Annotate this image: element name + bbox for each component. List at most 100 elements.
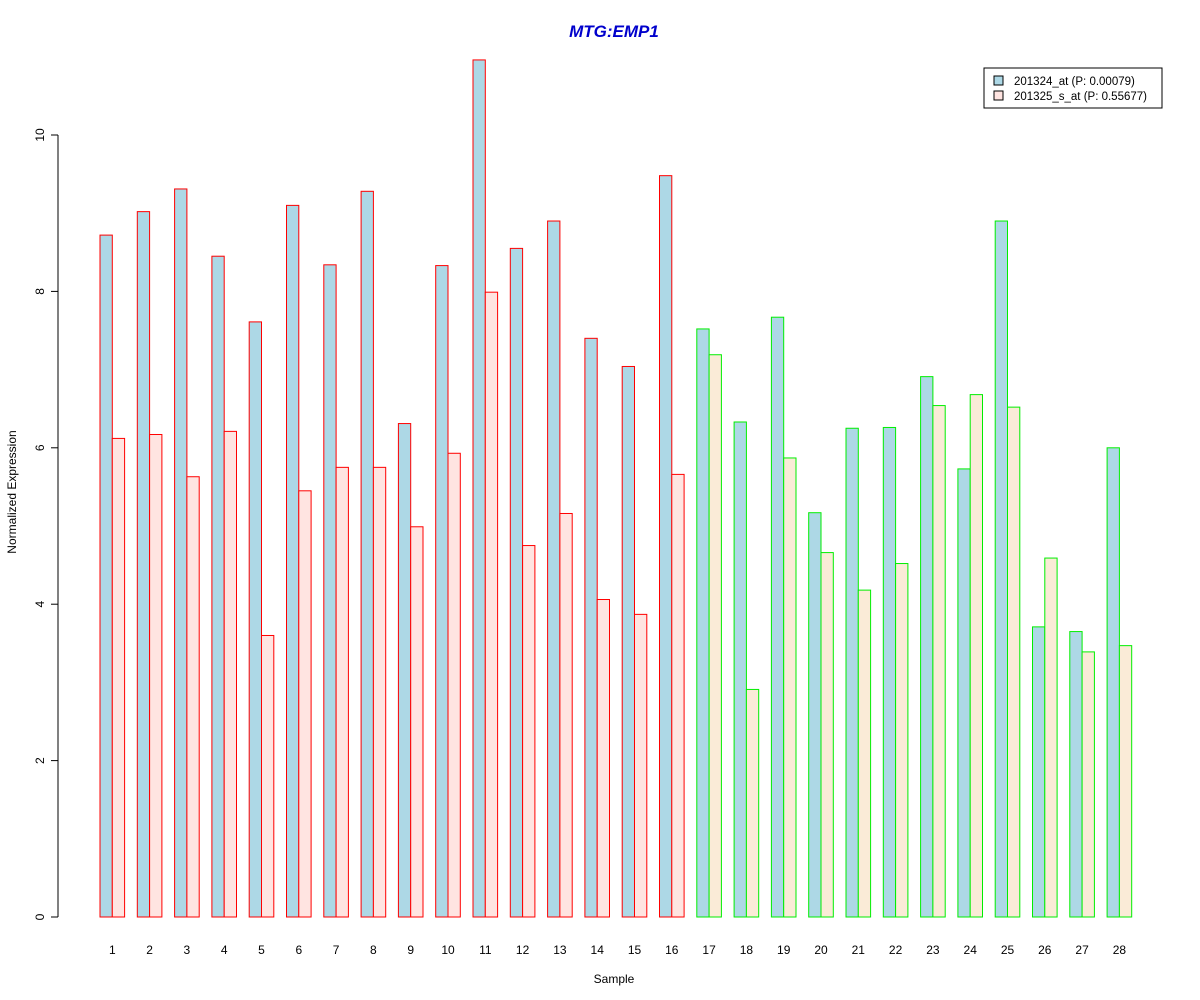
x-tick-label: 17 [702, 943, 716, 957]
y-tick-label: 10 [33, 128, 47, 142]
bar-201324-sample-20 [808, 512, 822, 918]
bar-201325-sample-21 [857, 589, 872, 918]
x-axis-label: Sample [594, 972, 635, 986]
bar-201325-sample-11 [484, 291, 499, 918]
bar-201324-sample-7 [323, 264, 337, 918]
bar-201325-sample-20 [820, 552, 834, 918]
x-tick-label: 16 [665, 943, 679, 957]
bar-201325-sample-22 [895, 563, 909, 918]
bar-201324-sample-8 [360, 190, 374, 918]
x-tick-label: 14 [591, 943, 605, 957]
bar-201325-sample-15 [634, 613, 648, 918]
x-tick-label: 19 [777, 943, 791, 957]
bar-201324-sample-28 [1106, 447, 1120, 918]
bar-201324-sample-6 [286, 204, 300, 918]
x-axis-labels: 1 2 3 4 5 6 7 8 9 10 11 12 13 14 15 16 17 18 19 20 21 22 23 24 2… [109, 943, 1126, 957]
legend-label-201325: 201325_s_at (P: 0.55677) [1014, 91, 1147, 103]
bar-201325-sample-14 [596, 599, 611, 918]
bar-201325-sample-1 [111, 437, 126, 918]
bar-201325-sample-6 [298, 490, 312, 918]
bar-201324-sample-15 [621, 365, 636, 918]
y-tick-label: 6 [33, 444, 47, 451]
x-tick-label: 13 [553, 943, 567, 957]
x-tick-label: 27 [1075, 943, 1089, 957]
legend-swatch-201324 [993, 75, 1004, 86]
x-tick-label: 21 [852, 943, 866, 957]
bar-201325-sample-23 [932, 405, 946, 918]
bar-201324-sample-10 [435, 265, 449, 918]
y-tick-label: 2 [33, 757, 47, 764]
bar-201325-sample-17 [708, 354, 722, 918]
x-tick-label: 28 [1113, 943, 1127, 957]
bar-201324-sample-3 [174, 188, 188, 918]
bar-201325-sample-10 [447, 452, 461, 918]
bar-201325-sample-26 [1044, 557, 1058, 918]
bar-201324-sample-5 [248, 321, 262, 918]
bar-201325-sample-18 [745, 688, 760, 918]
bar-201324-sample-27 [1069, 631, 1083, 918]
x-tick-label: 5 [258, 943, 265, 957]
bar-201325-sample-4 [223, 430, 237, 918]
y-axis-label: Normalized Expression [5, 430, 19, 553]
legend-box [983, 67, 1163, 109]
bar-201324-sample-12 [509, 247, 524, 918]
bar-201325-sample-27 [1081, 651, 1095, 918]
bar-201325-sample-7 [335, 466, 349, 918]
y-tick-label: 4 [33, 601, 47, 608]
bar-201324-sample-9 [397, 423, 412, 918]
bar-201324-sample-26 [1032, 626, 1046, 918]
bar-201325-sample-2 [149, 434, 163, 918]
bar-201325-sample-25 [1007, 406, 1021, 918]
chart-title: MTG:EMP1 [569, 22, 659, 41]
bar-201325-sample-19 [783, 457, 797, 918]
x-tick-label: 25 [1001, 943, 1015, 957]
x-tick-label: 2 [146, 943, 153, 957]
bar-201324-sample-22 [882, 426, 897, 918]
bar-201325-sample-12 [522, 545, 536, 918]
bars-group [99, 59, 1133, 918]
bar-201324-sample-25 [994, 220, 1009, 918]
bar-201324-sample-11 [472, 59, 486, 918]
bar-201324-sample-21 [845, 427, 859, 918]
x-tick-label: 24 [964, 943, 978, 957]
bar-201324-sample-23 [920, 376, 934, 918]
x-tick-label: 4 [221, 943, 228, 957]
x-tick-label: 7 [333, 943, 340, 957]
x-tick-label: 3 [184, 943, 191, 957]
x-tick-label: 18 [740, 943, 754, 957]
bar-201324-sample-1 [99, 234, 113, 918]
x-tick-label: 8 [370, 943, 377, 957]
bar-201324-sample-4 [211, 255, 225, 918]
bar-201324-sample-13 [547, 220, 561, 918]
x-tick-label: 11 [479, 943, 492, 957]
y-axis: 0 2 4 6 8 10 [33, 128, 59, 920]
y-tick-label: 8 [33, 288, 47, 295]
x-tick-label: 26 [1038, 943, 1052, 957]
legend: 201324_at (P: 0.00079) 201325_s_at (P: 0… [983, 67, 1163, 109]
bar-201325-sample-16 [671, 473, 685, 918]
x-tick-label: 10 [441, 943, 455, 957]
x-tick-label: 12 [516, 943, 530, 957]
bar-201324-sample-19 [770, 316, 785, 918]
bar-201324-sample-18 [733, 421, 747, 918]
bar-201325-sample-24 [969, 394, 984, 918]
x-tick-label: 15 [628, 943, 642, 957]
x-tick-label: 23 [926, 943, 940, 957]
bar-201324-sample-14 [584, 337, 598, 918]
bar-201324-sample-17 [696, 328, 710, 918]
bar-201325-sample-8 [372, 466, 387, 918]
x-tick-label: 9 [407, 943, 414, 957]
bar-201325-sample-28 [1118, 645, 1133, 918]
x-tick-label: 22 [889, 943, 903, 957]
bar-201324-sample-16 [659, 175, 673, 918]
x-tick-label: 1 [109, 943, 116, 957]
bar-201325-sample-13 [559, 512, 573, 918]
x-tick-label: 6 [295, 943, 302, 957]
x-tick-label: 20 [814, 943, 828, 957]
bar-201325-sample-5 [261, 634, 275, 918]
legend-swatch-201325 [993, 90, 1004, 101]
bar-201324-sample-2 [136, 211, 151, 918]
y-tick-label: 0 [33, 913, 47, 920]
